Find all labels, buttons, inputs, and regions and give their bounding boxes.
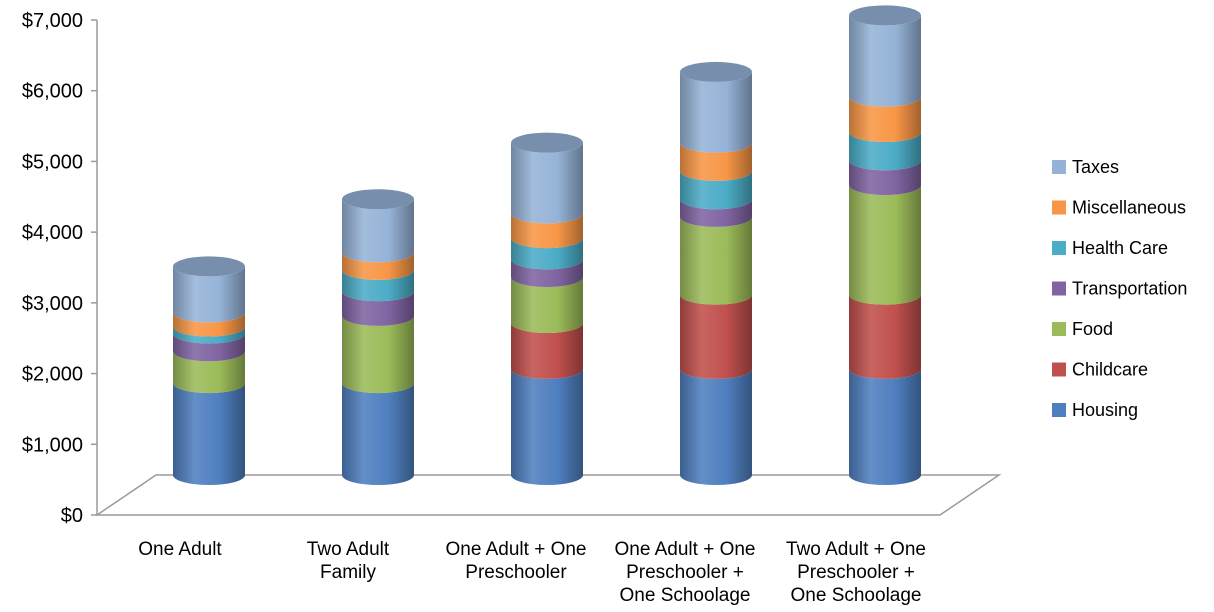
category-label: Two Adult + One Preschooler + One Schoolag… (786, 539, 926, 606)
bar-segment-taxes (680, 71, 752, 153)
value-axis: $0 $1,000 $2,000 $3,000 $4,000 $5,000 $6,000 $7… (22, 10, 98, 527)
category-label: One Adult + One Preschooler + One Schoolag… (614, 539, 755, 606)
bar-segment-transportation (173, 333, 245, 362)
bar-top-cap (342, 189, 414, 210)
floor-plane (94, 474, 1002, 516)
bar-stack (342, 189, 414, 485)
bar-segment-food (342, 315, 414, 394)
bar-segment-transportation (342, 291, 414, 326)
legend-swatch (1052, 322, 1066, 336)
bar-top-cap (680, 61, 752, 82)
bar-segment-health-care (680, 170, 752, 210)
bar-segment-housing (342, 383, 414, 485)
legend-item-taxes: Taxes (1052, 157, 1119, 177)
y-tick-label: $2,000 (22, 364, 83, 386)
bar-stack (511, 132, 583, 485)
bar-stack (680, 61, 752, 485)
legend-label: Health Care (1072, 238, 1168, 258)
bar-segment-health-care (173, 326, 245, 344)
legend-swatch (1052, 200, 1066, 215)
legend-item-food: Food (1052, 319, 1113, 339)
category-axis-labels: One Adult Two Adult Family One Adult + One P… (138, 539, 926, 606)
category-label: Two Adult Family (307, 539, 390, 583)
legend-label: Food (1072, 319, 1113, 339)
legend-item-transportation: Transportation (1052, 279, 1187, 299)
legend-label: Taxes (1072, 157, 1119, 177)
y-tick-label: $0 (61, 505, 83, 527)
bar-segment-food (173, 351, 245, 394)
y-tick-label: $3,000 (22, 293, 83, 315)
bar-segment-childcare (511, 322, 583, 379)
legend-item-childcare: Childcare (1052, 360, 1148, 380)
legend-swatch (1052, 403, 1066, 417)
bar-segment-food (511, 277, 583, 333)
bar-segment-food (680, 216, 752, 305)
bar-segment-health-care (849, 132, 921, 171)
chart-floor (94, 474, 1002, 516)
bar-segment-health-care (511, 238, 583, 270)
bar-segment-health-care (342, 269, 414, 302)
bars (173, 5, 921, 485)
bar-segment-transportation (511, 259, 583, 287)
legend-item-housing: Housing (1052, 400, 1138, 420)
category-label: One Adult + One Preschooler (445, 539, 586, 583)
bar-segment-housing (849, 368, 921, 485)
legend-label: Childcare (1072, 360, 1148, 380)
bar-segment-housing (511, 368, 583, 485)
bar-top-cap (173, 256, 245, 277)
bar-segment-transportation (849, 160, 921, 196)
category-label: One Adult (138, 539, 222, 560)
bar-segment-housing (680, 368, 752, 485)
bar-stack (849, 5, 921, 485)
bar-segment-miscellaneous (849, 96, 921, 143)
y-tick-label: $6,000 (22, 81, 83, 103)
bar-top-cap (849, 5, 921, 26)
bar-segment-food (849, 185, 921, 305)
legend-swatch (1052, 281, 1066, 296)
bar-segment-taxes (173, 266, 245, 323)
legend-swatch (1052, 241, 1066, 255)
legend: Taxes Miscellaneous Health Care Transportat… (1052, 157, 1187, 420)
bar-segment-childcare (849, 294, 921, 379)
y-tick-label: $4,000 (22, 222, 83, 244)
bar-top-cap (511, 132, 583, 153)
legend-label: Transportation (1072, 279, 1187, 299)
bar-stack (173, 256, 245, 485)
bar-segment-transportation (680, 199, 752, 227)
legend-label: Housing (1072, 400, 1138, 420)
legend-swatch (1052, 160, 1066, 174)
legend-item-miscellaneous: Miscellaneous (1052, 198, 1186, 218)
bar-segment-taxes (342, 199, 414, 263)
bar-segment-taxes (511, 142, 583, 224)
bar-segment-miscellaneous (511, 213, 583, 249)
legend-swatch (1052, 362, 1066, 377)
bar-segment-miscellaneous (680, 142, 752, 181)
y-tick-label: $7,000 (22, 10, 83, 32)
bar-segment-housing (173, 383, 245, 485)
bar-segment-taxes (849, 15, 921, 107)
bar-segment-miscellaneous (342, 252, 414, 280)
bar-segment-childcare (680, 294, 752, 379)
legend-item-health-care: Health Care (1052, 238, 1168, 258)
bar-segment-miscellaneous (173, 312, 245, 337)
y-tick-label: $1,000 (22, 434, 83, 456)
y-tick-label: $5,000 (22, 151, 83, 173)
legend-label: Miscellaneous (1072, 198, 1186, 218)
